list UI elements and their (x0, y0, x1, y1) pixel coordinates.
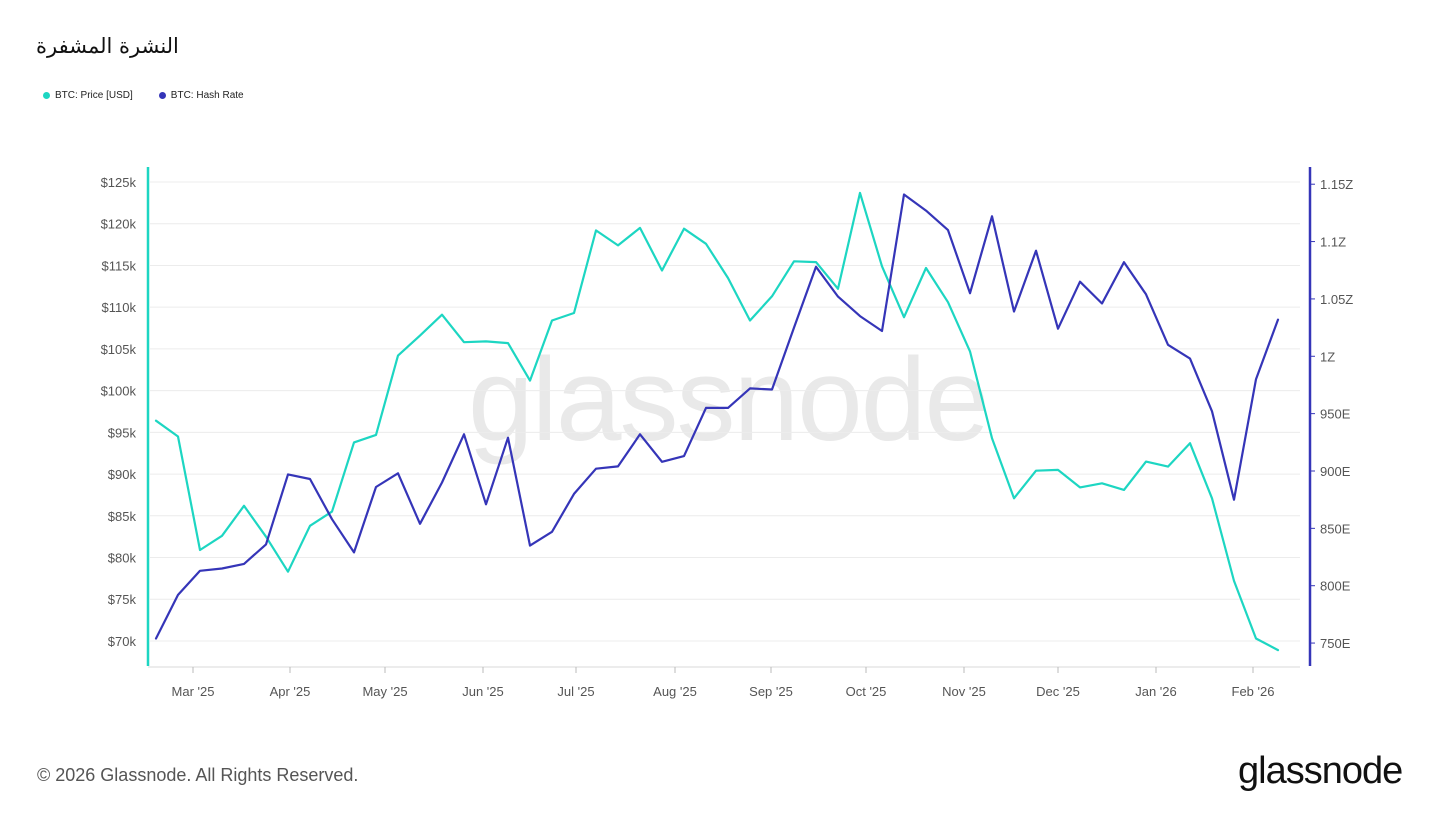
price-series-line (154, 191, 1280, 652)
legend-item-hashrate[interactable]: BTC: Hash Rate (158, 90, 244, 101)
x-tick-label: Jan '26 (1135, 684, 1177, 699)
legend-dot-price (43, 92, 50, 99)
y-left-tick-label: $120k (101, 217, 137, 232)
x-tick-label: Feb '26 (1232, 684, 1275, 699)
x-tick-label: Sep '25 (749, 684, 793, 699)
y-right-tick-label: 1.15Z (1320, 177, 1353, 192)
y-right-tick-label: 1.05Z (1320, 292, 1353, 307)
y-left-tick-label: $95k (108, 425, 137, 440)
x-tick-label: Dec '25 (1036, 684, 1080, 699)
legend: BTC: Price [USD] BTC: Hash Rate (43, 90, 244, 101)
y-right-tick-label: 800E (1320, 579, 1351, 594)
y-left-tick-label: $85k (108, 509, 137, 524)
y-left-tick-label: $80k (108, 551, 137, 566)
x-tick-label: Apr '25 (270, 684, 311, 699)
y-left-tick-label: $90k (108, 467, 137, 482)
hashrate-series-line (154, 193, 1280, 640)
legend-label-hashrate: BTC: Hash Rate (170, 90, 244, 101)
glassnode-logo: glassnode (1238, 750, 1403, 792)
x-tick-label: Aug '25 (653, 684, 697, 699)
y-right-tick-label: 1.1Z (1320, 235, 1346, 250)
y-right-tick-label: 1Z (1320, 349, 1335, 364)
watermark: glassnode (468, 334, 988, 466)
x-tick-label: Jun '25 (462, 684, 504, 699)
y-left-tick-label: $115k (102, 258, 137, 273)
y-left-tick-label: $110k (102, 300, 137, 315)
series-lines (154, 191, 1280, 652)
y-right-tick-label: 900E (1320, 464, 1351, 479)
legend-label-price: BTC: Price [USD] (55, 90, 133, 101)
y-right-tick-label: 750E (1320, 636, 1351, 651)
copyright-text: © 2026 Glassnode. All Rights Reserved. (37, 765, 359, 785)
x-tick-label: May '25 (362, 684, 407, 699)
legend-item-price[interactable]: BTC: Price [USD] (43, 90, 133, 101)
y-left-tick-label: $70k (108, 634, 137, 649)
x-tick-label: Mar '25 (172, 684, 215, 699)
y-left-tick-label: $75k (108, 592, 137, 607)
y-left-tick-label: $125k (101, 175, 137, 190)
y-left-tick-label: $105k (101, 342, 137, 357)
x-tick-label: Nov '25 (942, 684, 986, 699)
axes: $70k $75k $80k $85k $90k $95k $100k $105k $110k $… (101, 167, 1353, 699)
grid-lines (150, 181, 1300, 642)
legend-dot-hashrate (158, 92, 166, 99)
line-chart: glassnode $70k$75k$80k$85k$90k$95k$100k$… (101, 167, 1353, 699)
x-tick-label: Jul '25 (557, 684, 594, 699)
y-right-tick-label: 950E (1320, 407, 1351, 422)
y-left-tick-label: $100k (101, 384, 137, 399)
x-tick-label: Oct '25 (846, 684, 887, 699)
chart-title: النشرة المشفرة (36, 34, 179, 58)
y-right-tick-label: 850E (1320, 521, 1351, 536)
